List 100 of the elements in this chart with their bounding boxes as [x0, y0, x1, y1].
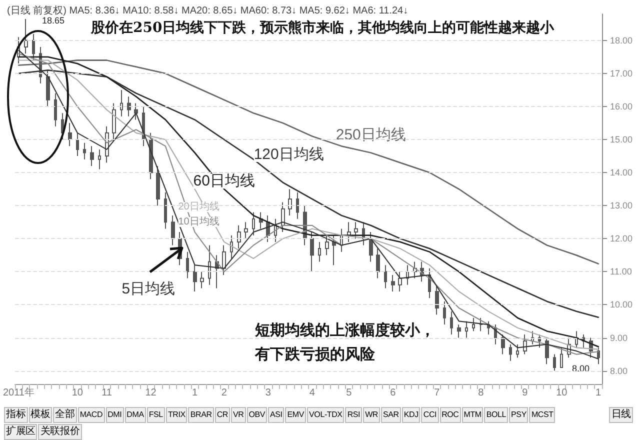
text: TRIX [166, 407, 188, 423]
x-tick-label: 12 [145, 388, 157, 398]
text: MCST [529, 407, 556, 423]
y-tick-label: 13.00 [610, 200, 633, 211]
x-tick-label: 1 [192, 388, 198, 398]
x-tick-label: 3 [265, 388, 272, 398]
candlestick [98, 148, 101, 170]
candlestick [296, 192, 299, 220]
x-tick-label: 9 [522, 388, 528, 398]
candlestick [509, 344, 512, 362]
text: 模板 [28, 407, 52, 423]
y-tick-label: 12.00 [610, 234, 633, 244]
text: DMI [106, 407, 124, 423]
candlestick [288, 188, 292, 216]
text: 扩展区 [4, 424, 38, 440]
text: RSI [345, 407, 362, 423]
series-label: 60日均线 [193, 172, 255, 190]
candlestick [501, 334, 505, 355]
candlestick [354, 222, 358, 240]
x-tick-label: 4 [309, 388, 316, 398]
candlestick [472, 317, 475, 332]
series-label: 10日均线 [178, 216, 220, 228]
candlestick [310, 232, 314, 272]
candlestick [406, 264, 409, 286]
candlestick [244, 222, 248, 240]
candlestick [384, 264, 387, 289]
x-tick-label: 8 [478, 388, 484, 398]
candlestick [457, 324, 461, 338]
candlestick [325, 234, 329, 256]
candlestick [200, 271, 204, 289]
candlestick [134, 102, 138, 120]
text: OBV [246, 407, 267, 423]
text: 日线 [609, 407, 633, 423]
candlestick [186, 251, 189, 279]
text: 股价在250日均线下下跌，预示熊市来临，其他均线向上的可能性越来越小 [90, 19, 556, 36]
candlestick [76, 132, 79, 157]
text: VR [230, 407, 246, 423]
text: CR [214, 407, 230, 423]
candlestick [398, 271, 402, 292]
candlestick [450, 310, 453, 335]
candlestick [164, 192, 167, 230]
candlestick [120, 89, 123, 117]
candlestick [127, 96, 131, 117]
candlestick [369, 232, 373, 262]
text: SAR [381, 407, 401, 423]
candlestick [597, 347, 600, 365]
series-label: 120日均线 [254, 146, 324, 163]
candlestick [208, 244, 211, 286]
text: FSL [146, 407, 165, 423]
y-tick-label: 8.00 [610, 366, 628, 376]
text: MACD [78, 407, 105, 423]
y-tick-label: 15.00 [610, 134, 633, 145]
series-label: 5日均线 [122, 280, 176, 298]
candlestick [560, 347, 563, 368]
candlestick [149, 132, 153, 180]
text: KDJ [402, 407, 420, 423]
series-label: 250日均线 [336, 126, 406, 144]
candlestick [252, 212, 255, 236]
x-tick-label: 5 [346, 388, 352, 398]
x-tick-label: 2 [221, 388, 228, 398]
x-tick-label: 10 [72, 388, 84, 398]
candlestick [332, 234, 336, 266]
candlestick [24, 18, 28, 54]
candlestick [54, 92, 57, 127]
candlestick [222, 244, 226, 276]
x-tick-label: 1 [596, 388, 602, 398]
candlestick [318, 241, 321, 262]
candlestick [156, 165, 160, 206]
chart-subtitle: (日线 前复权) MA5: 8.36↓ MA10: 8.58↓ MA20: 8.65↓ MA60: 8.73↓ MA5: 9.62↓ MA6: 11.24↓ [7, 4, 408, 16]
candlestick [413, 261, 417, 279]
y-tick-label: 17.00 [610, 68, 633, 78]
candlestick [281, 202, 285, 233]
text: ROC [440, 407, 461, 423]
text: ASI [268, 407, 284, 423]
candlestick [259, 212, 263, 230]
text: DMA [124, 407, 146, 423]
y-tick-label: 10.00 [610, 300, 633, 310]
text: WR [363, 407, 380, 423]
candlestick [90, 146, 94, 166]
text: EMV [285, 407, 306, 423]
candlestick [443, 300, 446, 326]
x-tick-label: 2011年 [2, 386, 34, 398]
x-tick-label: 11 [102, 388, 112, 398]
candlestick [171, 215, 175, 246]
annotation: 18.65 [42, 16, 65, 26]
candlestick [376, 248, 380, 279]
x-tick-label: 10 [556, 388, 568, 398]
x-tick-label: 6 [390, 388, 396, 398]
text: BOLL [484, 407, 508, 423]
candlestick [32, 33, 35, 61]
text: MTM [462, 407, 484, 423]
candlestick [68, 122, 72, 147]
candlestick [340, 228, 343, 252]
text: 指标 [4, 407, 28, 423]
line-series [18, 60, 600, 264]
candlestick [112, 102, 116, 140]
candlestick [83, 142, 86, 160]
x-tick-label: 7 [434, 388, 440, 398]
text: PSY [509, 407, 528, 423]
candlestick [435, 284, 439, 316]
